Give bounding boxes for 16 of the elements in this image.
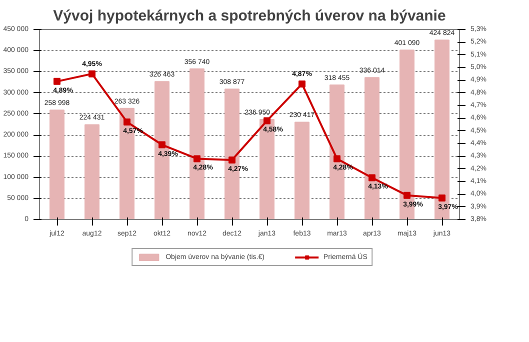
bar (50, 110, 64, 220)
point (368, 174, 376, 182)
point (438, 194, 446, 202)
point (54, 78, 60, 85)
point (334, 155, 340, 162)
point (158, 141, 166, 148)
point (298, 80, 306, 88)
chart-title: Vývoj hypotekárnych a spotrebných úverov na bývanie (53, 8, 446, 24)
point (124, 118, 130, 126)
point (264, 117, 270, 124)
bar (294, 122, 310, 220)
point (404, 192, 410, 199)
bar (84, 124, 100, 220)
point (228, 156, 236, 164)
point (88, 70, 96, 78)
point (194, 155, 200, 162)
